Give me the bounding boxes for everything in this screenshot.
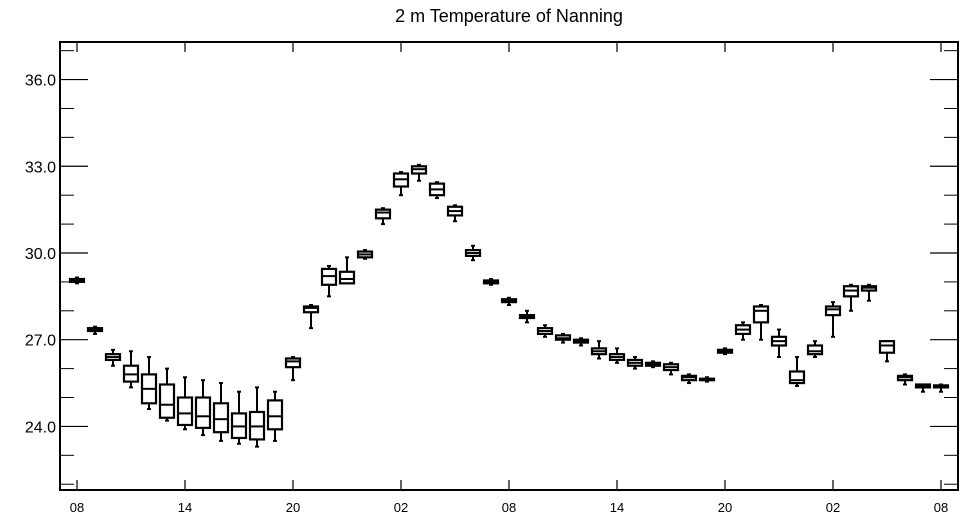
box-item — [446, 204, 464, 223]
box-body — [176, 396, 194, 427]
box-item — [158, 367, 176, 422]
box-item — [734, 321, 752, 341]
box-item — [410, 163, 428, 182]
box-item — [464, 244, 482, 262]
box-body — [878, 340, 896, 354]
box-item — [608, 347, 626, 364]
box-item — [896, 373, 914, 386]
box-body — [212, 402, 230, 434]
box-item — [554, 332, 572, 344]
box-item — [482, 278, 500, 286]
box-item — [194, 379, 212, 437]
box-item — [788, 356, 806, 387]
box-body — [158, 383, 176, 419]
box-body — [284, 357, 302, 369]
box-item — [122, 350, 140, 389]
box-item — [230, 390, 248, 445]
x-tick-label: 20 — [718, 500, 732, 515]
y-axis: 24.0 27.0 30.0 33.0 36.0 — [25, 50, 958, 485]
y-tick-label: 27.0 — [25, 333, 56, 350]
box-item — [806, 340, 824, 359]
box-item — [914, 383, 932, 393]
box-item — [284, 356, 302, 382]
box-item — [266, 390, 284, 442]
x-tick-label: 14 — [610, 500, 624, 515]
x-tick-label: 02 — [394, 500, 408, 515]
y-tick-label: 24.0 — [25, 419, 56, 436]
box-item — [500, 296, 518, 307]
x-tick-label: 08 — [502, 500, 516, 515]
box-item — [104, 348, 122, 367]
box-item — [374, 207, 392, 226]
x-tick-label: 08 — [934, 500, 948, 515]
box-item — [824, 301, 842, 338]
box-item — [140, 356, 158, 411]
box-item — [770, 328, 788, 359]
x-tick-label: 14 — [178, 500, 192, 515]
box-item — [860, 283, 878, 302]
box-item — [572, 337, 590, 347]
box-item — [86, 325, 104, 335]
box-item — [356, 249, 374, 260]
box-body — [806, 344, 824, 356]
x-axis: 08 14 20 02 08 14 20 02 08 — [70, 42, 948, 515]
box-body — [194, 396, 212, 429]
y-tick-label: 33.0 — [25, 159, 56, 176]
box-series — [68, 163, 950, 448]
box-item — [752, 304, 770, 341]
box-item — [338, 256, 356, 285]
box-item — [302, 304, 320, 330]
box-item — [212, 382, 230, 442]
box-item — [248, 386, 266, 448]
y-tick-label: 36.0 — [25, 73, 56, 90]
box-item — [878, 340, 896, 363]
box-body — [752, 305, 770, 324]
box-item — [590, 340, 608, 360]
x-tick-label: 02 — [826, 500, 840, 515]
box-item — [392, 171, 410, 197]
box-item — [698, 376, 716, 383]
x-tick-label: 20 — [286, 500, 300, 515]
box-body — [374, 208, 392, 220]
box-item — [536, 324, 554, 338]
box-body — [302, 305, 320, 314]
plot-frame — [59, 41, 959, 491]
box-item — [932, 383, 950, 393]
chart-title: 2 m Temperature of Nanning — [395, 6, 623, 26]
box-item — [320, 265, 338, 298]
box-item — [68, 276, 86, 285]
box-item — [626, 356, 644, 370]
y-tick-label: 30.0 — [25, 246, 56, 263]
box-item — [176, 376, 194, 431]
box-item — [716, 347, 734, 356]
box-item — [662, 361, 680, 376]
box-item — [518, 309, 536, 324]
box-body — [338, 270, 356, 285]
box-body — [788, 370, 806, 385]
box-body — [266, 399, 284, 431]
box-body — [824, 305, 842, 317]
box-item — [680, 373, 698, 385]
box-item — [644, 360, 662, 369]
box-item — [842, 283, 860, 312]
box-item — [428, 181, 446, 200]
x-tick-label: 08 — [70, 500, 84, 515]
